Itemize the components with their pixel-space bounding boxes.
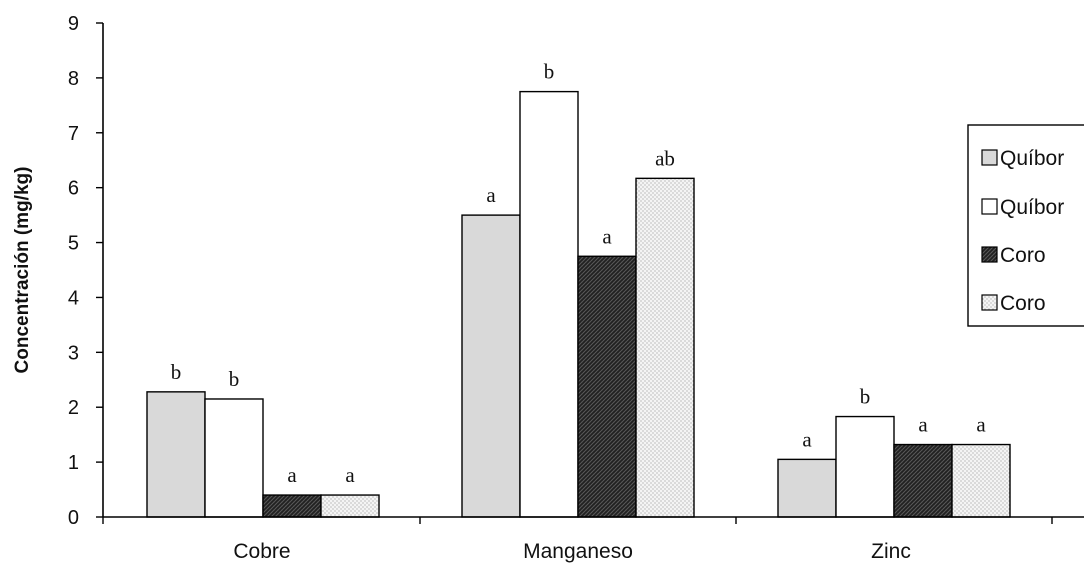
significance-label: b [229, 367, 240, 391]
significance-label: ab [655, 146, 675, 170]
bar-zinc-series-1 [778, 459, 836, 517]
y-tick-label: 6 [68, 178, 79, 200]
bar-manganeso-series-2 [520, 92, 578, 517]
legend-swatch [982, 247, 997, 262]
y-tick-label: 2 [68, 397, 79, 419]
significance-label: b [544, 60, 555, 84]
bars-layer [147, 92, 1010, 517]
legend-swatch [982, 295, 997, 310]
y-tick-label: 0 [68, 507, 79, 529]
y-tick-label: 5 [68, 233, 79, 255]
y-tick-label: 8 [68, 68, 79, 90]
bar-cobre-series-2 [205, 399, 263, 517]
bar-zinc-series-4 [952, 445, 1010, 517]
bar-cobre-series-1 [147, 392, 205, 517]
y-tick-label: 1 [68, 452, 79, 474]
bar-cobre-series-4 [321, 495, 379, 517]
y-tick-label: 9 [68, 13, 79, 35]
bar-manganeso-series-4 [636, 178, 694, 517]
significance-label: a [287, 463, 297, 487]
x-category-label: Cobre [233, 540, 290, 563]
significance-label: a [602, 224, 612, 248]
significance-label: a [486, 183, 496, 207]
significance-label: b [860, 385, 871, 409]
legend-label: Quíbor [1000, 147, 1064, 170]
legend-label: Coro [1000, 244, 1046, 267]
legend-label: Quíbor [1000, 196, 1064, 219]
x-category-label: Zinc [871, 540, 911, 563]
legend-swatch [982, 150, 997, 165]
significance-label: a [976, 413, 986, 437]
y-axis-ticks: 0 1 2 3 4 5 6 7 8 9 [68, 13, 103, 529]
legend: Quíbor Quíbor Coro Coro [968, 125, 1084, 326]
bar-zinc-series-2 [836, 417, 894, 517]
x-category-label: Manganeso [523, 540, 633, 563]
y-tick-label: 7 [68, 123, 79, 145]
bar-zinc-series-3 [894, 445, 952, 517]
significance-label: a [345, 463, 355, 487]
bar-manganeso-series-3 [578, 256, 636, 517]
y-tick-label: 3 [68, 342, 79, 364]
legend-swatch [982, 199, 997, 214]
significance-label: b [171, 360, 182, 384]
legend-label: Coro [1000, 292, 1046, 315]
bar-cobre-series-3 [263, 495, 321, 517]
significance-label: a [918, 413, 928, 437]
y-axis-label: Concentración (mg/kg) [12, 167, 33, 374]
x-axis-category-labels: Cobre Manganeso Zinc [233, 540, 910, 563]
significance-label: a [802, 427, 812, 451]
y-tick-label: 4 [68, 287, 79, 309]
bar-manganeso-series-1 [462, 215, 520, 517]
